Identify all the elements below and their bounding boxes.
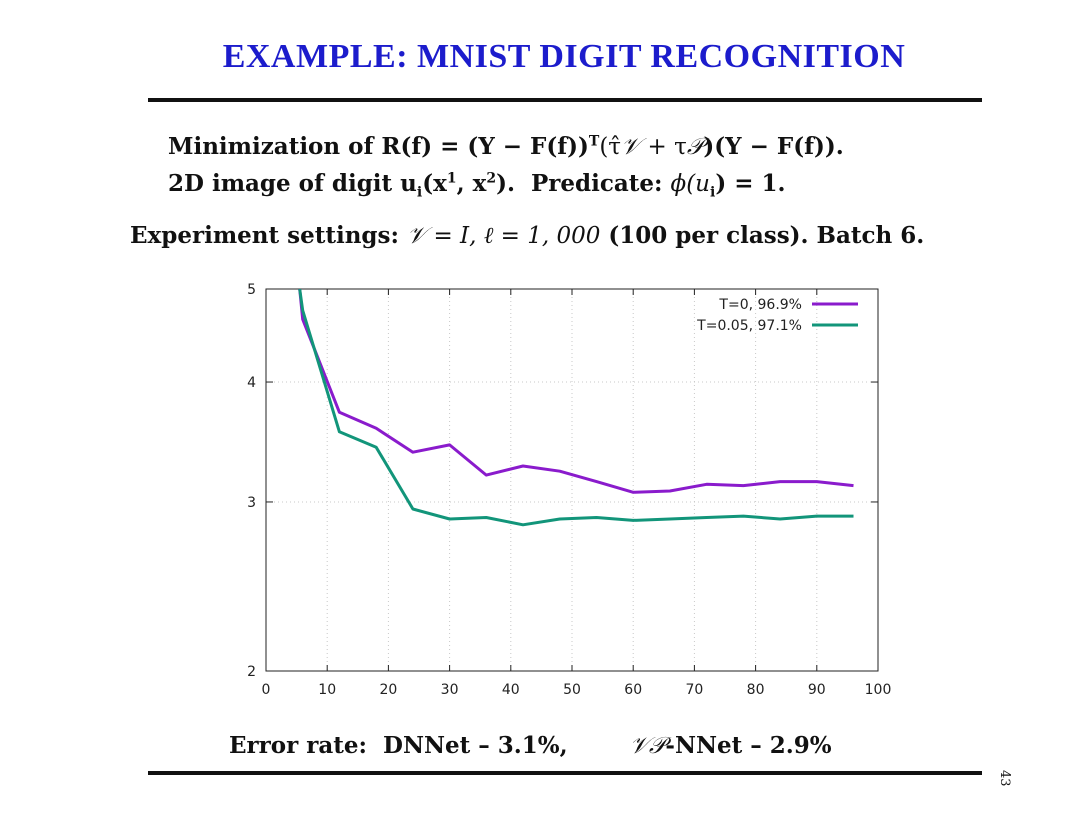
vp-symbol: 𝒱𝒫 [629, 733, 666, 759]
error-rate-label: Error rate: DNNet – 3.1%, [229, 732, 568, 759]
y-tick-label: 5 [247, 282, 256, 298]
objective-prefix: Minimization of [168, 133, 382, 160]
x-close: ). [496, 170, 515, 197]
calP-symbol: 𝒫 [686, 134, 704, 160]
top-rule [148, 98, 982, 102]
predicate-label: Predicate: [514, 170, 671, 197]
phi-end: ) = 1. [715, 170, 786, 197]
x-tick-label: 80 [747, 682, 765, 698]
x-tick-label: 10 [318, 682, 336, 698]
settings-rest: (100 per class). Batch 6. [600, 222, 925, 249]
settings-line: Experiment settings: 𝒱 = I, ℓ = 1, 000 (… [130, 222, 924, 249]
image-prefix: 2D image of digit [168, 170, 401, 197]
objective-formula-b: (τ̂ [599, 134, 622, 160]
y-tick-label: 2 [247, 664, 256, 680]
x-tick-label: 90 [808, 682, 826, 698]
image-line: 2D image of digit ui(x1, x2). Predicate:… [168, 170, 786, 201]
u-symbol: u [400, 170, 417, 197]
x-tick-label: 60 [624, 682, 642, 698]
x-tick-label: 100 [865, 682, 892, 698]
error-rate-chart: 0 10 20 30 40 50 60 70 80 90 100 2 3 4 5 T=0, 96.9% T=0.… [247, 282, 892, 698]
x-sup2: 2 [486, 170, 497, 187]
y-tick-label: 3 [247, 495, 256, 511]
settings-calV: 𝒱 [406, 223, 427, 249]
plot-frame [265, 288, 879, 672]
objective-formula-d: )(Y − F(f)). [703, 133, 844, 160]
legend-label-1: T=0, 96.9% [718, 297, 802, 313]
bottom-rule [148, 771, 982, 775]
slide-title: EXAMPLE: MNIST DIGIT RECOGNITION [222, 38, 906, 75]
x-mid: , x [456, 170, 487, 197]
calV-symbol: 𝒱 [621, 134, 641, 160]
settings-eq: = I, ℓ = 1, 000 [426, 223, 601, 249]
objective-line: Minimization of R(f) = (Y − F(f))T(τ̂𝒱 +… [168, 133, 844, 160]
y-tick-label: 4 [247, 375, 256, 391]
phi-sub: i [709, 184, 716, 201]
u-sub: i [416, 184, 423, 201]
series-line-1 [298, 289, 854, 494]
settings-prefix: Experiment settings: [130, 222, 407, 249]
objective-formula-c: + τ [640, 134, 687, 160]
vp-nnet-label: -NNet – 2.9% [665, 732, 832, 759]
x-sup1: 1 [446, 170, 457, 187]
x-tick-label: 70 [685, 682, 703, 698]
x-tick-label: 30 [441, 682, 459, 698]
x-open: (x [422, 170, 447, 197]
x-tick-label: 40 [502, 682, 520, 698]
x-tick-label: 20 [379, 682, 397, 698]
series-line-2 [298, 289, 854, 527]
page-number: 43 [997, 770, 1012, 787]
x-tick-label: 0 [262, 682, 271, 698]
x-tick-label: 50 [563, 682, 581, 698]
objective-formula-a: R(f) = (Y − F(f)) [381, 133, 589, 160]
transpose-sup: T [588, 133, 600, 150]
legend-label-2: T=0.05, 97.1% [696, 318, 802, 334]
error-rate-line: Error rate: DNNet – 3.1%, 𝒱𝒫-NNet – 2.9% [229, 732, 832, 759]
phi-symbol: ϕ(u [670, 171, 710, 197]
